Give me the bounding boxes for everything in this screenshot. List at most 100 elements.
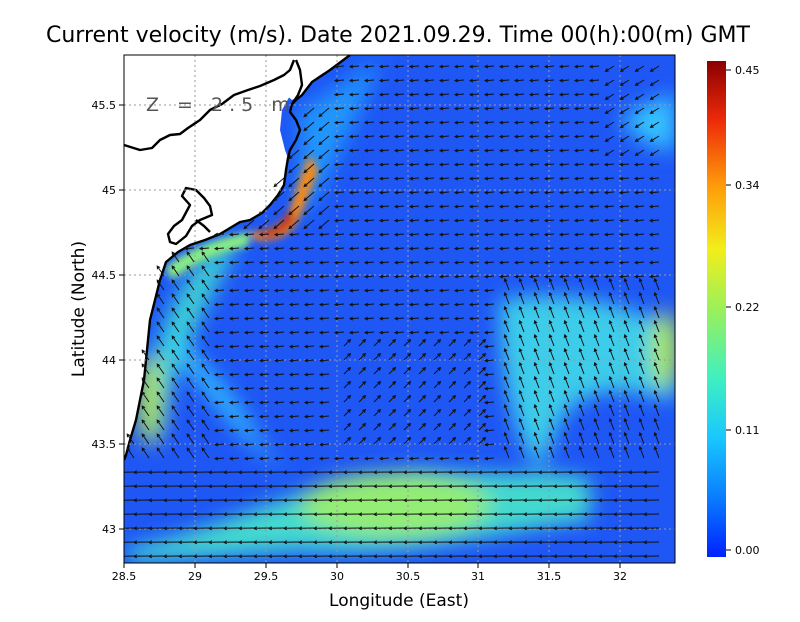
- velocity-arrow: [483, 302, 495, 307]
- velocity-arrow: [453, 218, 465, 223]
- velocity-arrow: [388, 422, 397, 431]
- velocity-arrow: [573, 176, 585, 181]
- velocity-arrow: [373, 352, 382, 361]
- velocity-arrow: [273, 330, 285, 335]
- velocity-arrow: [578, 291, 585, 305]
- velocity-arrow: [642, 540, 660, 545]
- x-tick-label: 29: [188, 570, 202, 583]
- velocity-arrow: [312, 540, 330, 545]
- velocity-arrow: [201, 321, 210, 333]
- velocity-arrow: [201, 391, 210, 403]
- velocity-arrow: [604, 149, 615, 156]
- velocity-arrow: [448, 422, 457, 431]
- velocity-arrow: [273, 344, 285, 349]
- velocity-arrow: [228, 232, 240, 237]
- velocity-arrow: [604, 93, 615, 100]
- velocity-arrow: [378, 120, 390, 125]
- velocity-arrow: [388, 352, 397, 361]
- velocity-arrow: [453, 78, 465, 83]
- velocity-arrow: [378, 64, 390, 69]
- velocity-arrow: [228, 358, 240, 363]
- velocity-arrow: [513, 246, 525, 251]
- velocity-arrow: [388, 338, 397, 347]
- velocity-arrow: [578, 375, 585, 389]
- velocity-arrow: [477, 540, 495, 545]
- velocity-arrow: [623, 277, 630, 291]
- velocity-arrow: [156, 321, 165, 333]
- velocity-arrow: [518, 417, 525, 431]
- velocity-arrow: [393, 288, 405, 293]
- velocity-arrow: [638, 347, 645, 361]
- velocity-arrow: [573, 218, 585, 223]
- velocity-arrow: [372, 498, 390, 503]
- velocity-arrow: [433, 366, 442, 375]
- velocity-arrow: [297, 484, 315, 489]
- velocity-arrow: [213, 302, 225, 307]
- velocity-arrow: [393, 92, 405, 97]
- velocity-arrow: [423, 260, 435, 265]
- velocity-arrow: [393, 204, 405, 209]
- velocity-arrow: [378, 176, 390, 181]
- velocity-arrow: [273, 205, 285, 216]
- velocity-arrow: [558, 92, 570, 97]
- velocity-arrow: [588, 274, 600, 279]
- velocity-arrow: [207, 526, 225, 531]
- y-axis-ticks: 45.5 45 44.5 44 43.5 43: [92, 99, 124, 536]
- velocity-arrow: [327, 540, 345, 545]
- velocity-arrow: [171, 391, 180, 403]
- velocity-arrow: [447, 512, 465, 517]
- x-axis-ticks: 28.5 29 29.5 30 30.5 31 31.5 32: [112, 563, 627, 583]
- velocity-arrow: [393, 120, 405, 125]
- velocity-arrow: [537, 484, 555, 489]
- velocity-arrow: [522, 554, 540, 559]
- velocity-arrow: [156, 307, 165, 319]
- velocity-arrow: [619, 107, 630, 114]
- velocity-arrow: [393, 218, 405, 223]
- velocity-arrow: [623, 417, 630, 431]
- velocity-arrow: [588, 218, 600, 223]
- velocity-arrow: [633, 274, 645, 279]
- velocity-arrow: [363, 190, 375, 195]
- velocity-arrow: [558, 162, 570, 167]
- velocity-arrow: [348, 190, 360, 195]
- velocity-arrow: [447, 526, 465, 531]
- velocity-arrow: [343, 380, 352, 389]
- velocity-arrow: [528, 92, 540, 97]
- velocity-arrow: [348, 176, 360, 181]
- velocity-arrow: [543, 176, 555, 181]
- velocity-arrow: [608, 291, 615, 305]
- velocity-arrow: [198, 246, 210, 251]
- coastlines: [124, 55, 351, 461]
- velocity-arrow: [388, 394, 397, 403]
- velocity-arrow: [423, 274, 435, 279]
- velocity-arrow: [634, 121, 645, 128]
- velocity-arrow: [213, 442, 225, 447]
- velocity-arrow: [513, 134, 525, 139]
- velocity-arrow: [378, 218, 390, 223]
- velocity-arrow: [132, 526, 150, 531]
- velocity-arrow: [228, 274, 240, 279]
- coastline-main: [124, 55, 351, 461]
- velocity-arrow: [468, 232, 480, 237]
- velocity-arrow: [348, 78, 360, 83]
- velocity-arrow: [408, 456, 420, 461]
- velocity-arrow: [403, 338, 412, 347]
- velocity-arrow: [363, 330, 375, 335]
- velocity-arrow: [507, 540, 525, 545]
- velocity-arrow: [507, 470, 525, 475]
- velocity-arrow: [648, 260, 660, 265]
- velocity-arrow: [303, 121, 315, 132]
- velocity-arrow: [648, 190, 660, 195]
- velocity-arrow: [318, 177, 330, 188]
- velocity-arrow: [423, 232, 435, 237]
- velocity-arrow: [483, 106, 495, 111]
- y-axis-label: Latitude (North): [69, 241, 89, 377]
- velocity-arrow: [393, 456, 405, 461]
- velocity-arrow: [333, 190, 345, 195]
- map-plot-area: Z = 2.5 m: [124, 55, 675, 563]
- velocity-arrow: [273, 414, 285, 419]
- velocity-arrow: [588, 64, 600, 69]
- velocity-arrow: [357, 512, 375, 517]
- velocity-arrow: [483, 162, 495, 167]
- velocity-arrow: [318, 316, 330, 321]
